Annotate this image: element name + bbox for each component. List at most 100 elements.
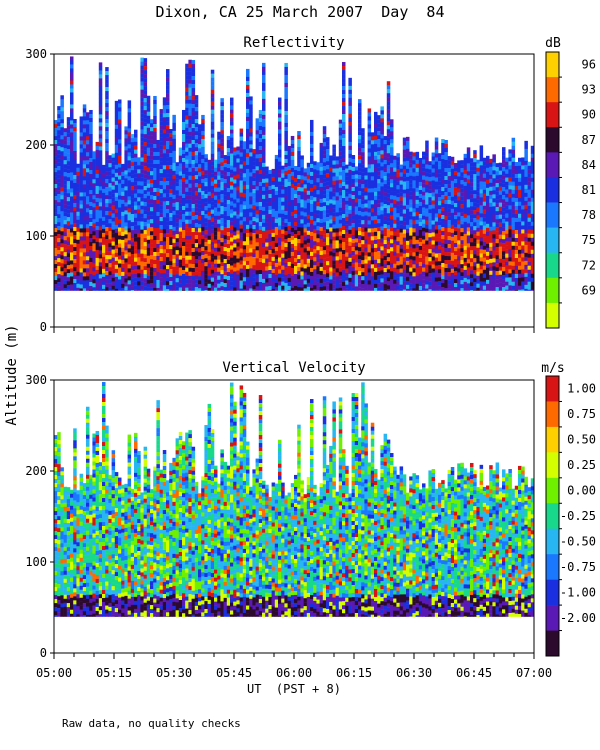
heatmap-cell bbox=[281, 185, 285, 190]
heatmap-cell bbox=[310, 119, 314, 125]
heatmap-cell bbox=[159, 145, 164, 150]
heatmap-cell bbox=[92, 227, 96, 232]
heatmap-cell bbox=[406, 236, 410, 242]
heatmap-cell bbox=[89, 117, 93, 123]
heatmap-cell bbox=[386, 185, 391, 190]
heatmap-cell bbox=[351, 195, 356, 200]
heatmap-cell bbox=[230, 253, 234, 258]
heatmap-cell bbox=[351, 263, 356, 268]
heatmap-cell bbox=[102, 276, 106, 282]
heatmap-cell bbox=[134, 253, 138, 258]
heatmap-cell bbox=[214, 179, 218, 184]
heatmap-cell bbox=[332, 180, 336, 185]
heatmap-cell bbox=[73, 222, 77, 228]
heatmap-cell bbox=[70, 72, 74, 77]
heatmap-cell bbox=[92, 179, 96, 184]
heatmap-cell bbox=[162, 237, 167, 242]
heatmap-cell bbox=[358, 175, 362, 180]
heatmap-cell bbox=[98, 130, 103, 135]
heatmap-cell bbox=[220, 114, 224, 119]
heatmap-cell bbox=[137, 193, 141, 198]
heatmap-cell bbox=[70, 236, 74, 241]
heatmap-cell bbox=[332, 144, 336, 149]
heatmap-cell bbox=[358, 131, 362, 136]
heatmap-cell bbox=[188, 223, 192, 228]
heatmap-cell bbox=[255, 222, 260, 227]
heatmap-cell bbox=[335, 204, 340, 209]
heatmap-cell bbox=[134, 169, 138, 174]
heatmap-cell bbox=[428, 237, 432, 242]
heatmap-cell bbox=[143, 218, 148, 223]
heatmap-cell bbox=[82, 108, 87, 113]
heatmap-cell bbox=[217, 147, 221, 152]
heatmap-cell bbox=[252, 269, 256, 274]
heatmap-cell bbox=[79, 128, 84, 133]
heatmap-cell bbox=[290, 255, 295, 261]
heatmap-cell bbox=[361, 128, 365, 133]
heatmap-cell bbox=[258, 210, 263, 215]
heatmap-cell bbox=[367, 164, 372, 169]
heatmap-cell bbox=[226, 228, 231, 233]
heatmap-cell bbox=[297, 159, 301, 164]
heatmap-cell bbox=[82, 268, 87, 273]
heatmap-cell bbox=[236, 182, 240, 187]
heatmap-cell bbox=[265, 230, 269, 235]
heatmap-cell bbox=[358, 163, 362, 168]
heatmap-cell bbox=[390, 183, 394, 188]
heatmap-cell bbox=[329, 251, 333, 256]
heatmap-cell bbox=[86, 220, 90, 225]
heatmap-cell bbox=[271, 252, 276, 258]
heatmap-cell bbox=[249, 196, 253, 201]
heatmap-cell bbox=[338, 235, 343, 240]
heatmap-cell bbox=[166, 177, 170, 182]
heatmap-cell bbox=[374, 243, 378, 249]
heatmap-cell bbox=[191, 196, 196, 201]
heatmap-cell bbox=[252, 265, 256, 270]
heatmap-cell bbox=[143, 290, 148, 291]
heatmap-cell bbox=[121, 275, 125, 281]
heatmap-cell bbox=[150, 187, 154, 192]
heatmap-cell bbox=[204, 166, 208, 171]
heatmap-cell bbox=[415, 287, 420, 291]
heatmap-cell bbox=[54, 260, 58, 265]
heatmap-cell bbox=[249, 192, 253, 197]
heatmap-cell bbox=[127, 124, 132, 129]
heatmap-cell bbox=[188, 83, 192, 88]
heatmap-cell bbox=[370, 236, 375, 241]
heatmap-cell bbox=[194, 199, 199, 204]
heatmap-cell bbox=[367, 152, 372, 157]
heatmap-cell bbox=[364, 239, 368, 244]
heatmap-cell bbox=[121, 267, 125, 273]
heatmap-cell bbox=[390, 275, 394, 280]
heatmap-cell bbox=[278, 273, 282, 278]
heatmap-cell bbox=[191, 164, 196, 169]
heatmap-cell bbox=[310, 231, 314, 237]
heatmap-cell bbox=[118, 123, 122, 128]
heatmap-cell bbox=[255, 158, 260, 163]
heatmap-cell bbox=[143, 270, 148, 275]
heatmap-cell bbox=[358, 195, 362, 200]
heatmap-cell bbox=[303, 224, 308, 229]
heatmap-cell bbox=[191, 260, 196, 265]
heatmap-cell bbox=[137, 157, 141, 162]
heatmap-cell bbox=[297, 255, 301, 260]
heatmap-cell bbox=[338, 155, 343, 160]
heatmap-cell bbox=[57, 154, 61, 159]
heatmap-cell bbox=[290, 287, 295, 291]
heatmap-cell bbox=[329, 187, 333, 192]
heatmap-cell bbox=[415, 279, 420, 285]
heatmap-cell bbox=[262, 202, 266, 208]
heatmap-cell bbox=[191, 200, 196, 205]
heatmap-cell bbox=[274, 234, 279, 240]
heatmap-cell bbox=[294, 190, 298, 195]
heatmap-cell bbox=[127, 172, 132, 177]
heatmap-cell bbox=[86, 284, 90, 289]
heatmap-cell bbox=[114, 224, 119, 230]
heatmap-cell bbox=[98, 182, 103, 187]
heatmap-cell bbox=[124, 230, 128, 235]
heatmap-cell bbox=[374, 143, 378, 149]
heatmap-cell bbox=[338, 279, 343, 284]
heatmap-cell bbox=[386, 137, 391, 142]
heatmap-cell bbox=[57, 234, 61, 239]
heatmap-cell bbox=[306, 242, 311, 247]
